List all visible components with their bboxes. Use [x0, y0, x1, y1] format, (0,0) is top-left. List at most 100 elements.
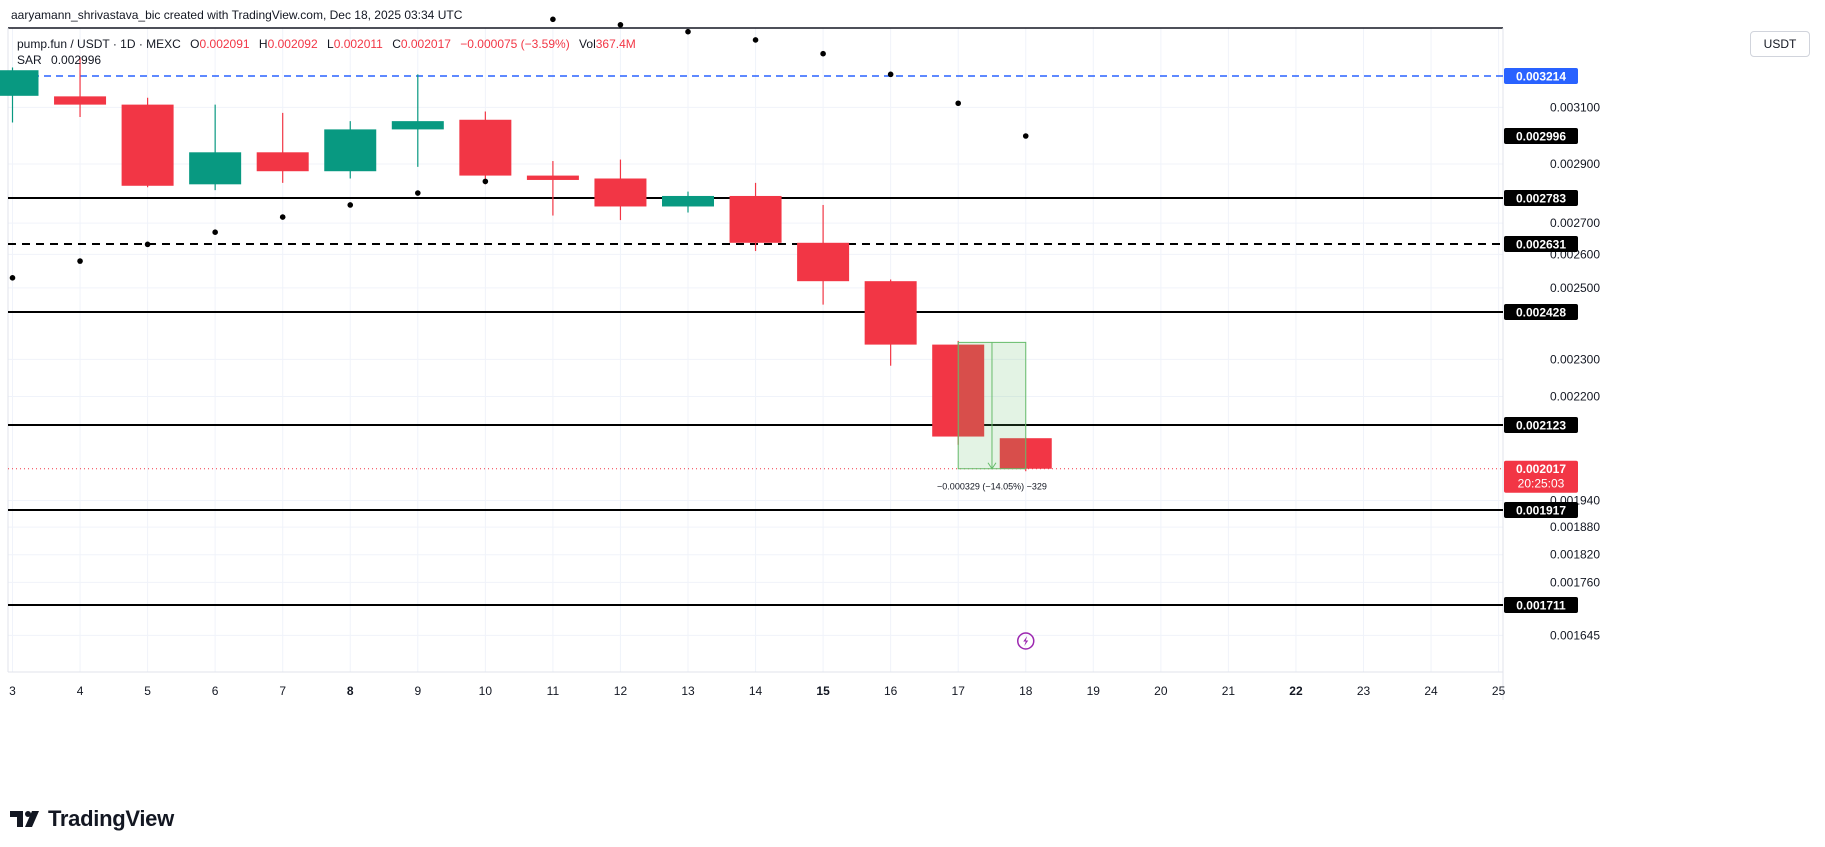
candle-body[interactable] [797, 242, 850, 282]
candle-body[interactable] [864, 281, 917, 345]
candle-body[interactable] [526, 175, 579, 180]
sar-dot [482, 178, 489, 185]
x-tick-label: 17 [952, 684, 966, 698]
y-tick-label: 0.002200 [1550, 389, 1600, 403]
sar-dot [955, 100, 961, 107]
open-key: O [190, 37, 200, 51]
sar-dot [887, 71, 894, 78]
price-labels: 0.003214 0.002996 0.002783 0.002631 0.002428… [1504, 68, 1578, 613]
candle[interactable] [459, 111, 512, 185]
current-price-text: 0.002017 [1516, 462, 1566, 476]
price-label-box [1504, 68, 1578, 84]
candle[interactable] [324, 121, 377, 179]
price-label-text: 0.003214 [1516, 70, 1566, 84]
x-tick-label: 21 [1222, 684, 1236, 698]
sar-dot [550, 16, 556, 23]
sar-value: 0.002996 [51, 53, 102, 67]
price-label-box [1504, 597, 1578, 613]
low-value: 0.002011 [333, 37, 383, 51]
y-tick-label: 0.002300 [1550, 352, 1600, 366]
y-tick-label: 0.001760 [1550, 575, 1600, 589]
price-label-box [1504, 128, 1578, 144]
candle-body[interactable] [459, 119, 512, 176]
x-tick-label: 15 [816, 684, 830, 698]
candle[interactable] [391, 74, 444, 167]
x-tick-label: 8 [347, 684, 354, 698]
candle-body[interactable] [662, 195, 714, 207]
candle[interactable] [526, 161, 579, 216]
y-tick-label: 0.002500 [1550, 281, 1600, 295]
candle-body[interactable] [256, 152, 309, 172]
x-tick-label: 10 [479, 684, 493, 698]
candle[interactable] [729, 182, 782, 252]
vol-key: Vol [579, 37, 596, 51]
price-label-text: 0.001917 [1516, 504, 1566, 518]
low-key: L [327, 37, 334, 51]
candle-body[interactable] [729, 195, 782, 243]
sar-dot [144, 241, 151, 248]
y-tick-label: 0.003100 [1550, 100, 1600, 114]
attribution-text: aaryamann_shrivastava_bic created with T… [11, 8, 463, 22]
open-value: 0.002091 [199, 37, 250, 51]
sar-key: SAR [17, 53, 42, 67]
measure-arrowhead-icon [987, 462, 997, 470]
candle[interactable] [594, 159, 647, 221]
candle-body[interactable] [121, 104, 174, 186]
price-label-text: 0.002631 [1516, 238, 1566, 252]
price-label-text: 0.002783 [1516, 192, 1566, 206]
price-label-box [1504, 304, 1578, 320]
high-key: H [258, 37, 268, 51]
candle[interactable] [797, 204, 850, 305]
lightning-icon [1023, 636, 1029, 646]
sar-dot [1022, 133, 1029, 139]
measurement-tool[interactable]: −0.000329 (−14.05%) −329 [937, 341, 1047, 492]
x-tick-label: 9 [414, 684, 421, 698]
x-tick-label: 24 [1424, 684, 1438, 698]
x-tick-label: 5 [144, 684, 151, 698]
candle[interactable] [864, 279, 917, 366]
x-tick-label: 16 [884, 684, 898, 698]
x-tick-label: 3 [9, 684, 16, 698]
sar-dot [685, 28, 691, 35]
x-tick-label: 7 [279, 684, 286, 698]
candle[interactable] [0, 67, 39, 123]
measure-label: −0.000329 (−14.05%) −329 [937, 482, 1047, 492]
candle-countdown-text: 20:25:03 [1518, 477, 1565, 491]
candle-body[interactable] [324, 129, 377, 172]
candle[interactable] [54, 57, 107, 118]
alert-marker[interactable] [1017, 632, 1035, 650]
alert-circle-icon[interactable] [1017, 632, 1035, 650]
candle[interactable] [256, 112, 309, 183]
y-tick-label: 0.002900 [1550, 157, 1600, 171]
candle[interactable] [121, 97, 174, 188]
legend-sar-row[interactable]: SAR 0.002996 [17, 52, 636, 68]
x-tick-label: 20 [1154, 684, 1168, 698]
candle[interactable] [189, 104, 242, 191]
candle-body[interactable] [0, 70, 39, 96]
x-tick-label: 13 [681, 684, 695, 698]
chart-legend: pump.fun / USDT · 1D · MEXC O0.002091 H 0… [17, 36, 636, 68]
sar-dot [415, 190, 421, 196]
x-tick-label: 4 [77, 684, 84, 698]
candle-body[interactable] [189, 152, 242, 185]
symbol-label[interactable]: pump.fun / USDT · 1D · MEXC [17, 37, 181, 51]
sar-dot [77, 258, 83, 264]
brand[interactable]: TradingView [10, 806, 174, 832]
candles[interactable] [0, 57, 1052, 472]
current-price-box [1504, 460, 1578, 493]
tradingview-logo-icon [10, 811, 39, 827]
price-label-text: 0.002123 [1516, 419, 1566, 433]
candle[interactable] [662, 191, 714, 213]
x-tick-label: 14 [749, 684, 763, 698]
price-label-text: 0.002428 [1516, 306, 1566, 320]
candle-body[interactable] [54, 96, 107, 105]
vol-value: 367.4M [595, 37, 636, 51]
sar-dot [279, 214, 286, 220]
candle-body[interactable] [594, 178, 647, 207]
sar-dots [9, 16, 1029, 281]
currency-selector[interactable]: USDT [1750, 31, 1810, 57]
brand-name: TradingView [48, 806, 174, 831]
candle-body[interactable] [391, 121, 444, 130]
x-tick-label: 22 [1289, 684, 1303, 698]
